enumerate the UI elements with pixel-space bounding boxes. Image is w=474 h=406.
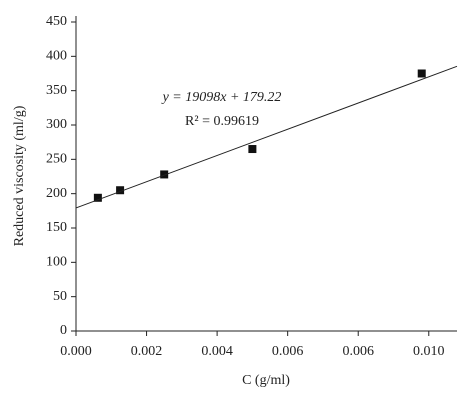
x-tick-label: 0.006 bbox=[272, 344, 304, 359]
x-axis-label: C (g/ml) bbox=[242, 373, 290, 388]
x-tick-label: 0.010 bbox=[413, 344, 445, 359]
y-tick-label: 450 bbox=[46, 14, 67, 29]
y-tick-label: 400 bbox=[46, 49, 67, 64]
y-tick-label: 0 bbox=[60, 323, 67, 338]
y-tick-label: 100 bbox=[46, 255, 67, 270]
data-point bbox=[116, 186, 125, 195]
equation: y = 19098x + 179.22 bbox=[161, 90, 282, 105]
y-tick-label: 350 bbox=[46, 83, 67, 98]
y-tick-label: 200 bbox=[46, 186, 67, 201]
y-tick-label: 300 bbox=[46, 117, 67, 132]
fit-line bbox=[75, 65, 458, 209]
y-axis-label: Reduced viscosity (ml/g) bbox=[12, 105, 27, 246]
data-point bbox=[160, 170, 169, 179]
r-squared: R² = 0.99619 bbox=[185, 114, 259, 129]
data-point bbox=[417, 69, 426, 78]
x-tick-label: 0.006 bbox=[342, 344, 374, 359]
y-tick-label: 250 bbox=[46, 152, 67, 167]
y-tick-label: 150 bbox=[46, 220, 67, 235]
x-tick-label: 0.004 bbox=[201, 344, 233, 359]
data-point bbox=[93, 193, 102, 202]
x-tick-label: 0.002 bbox=[131, 344, 163, 359]
x-tick-label: 0.000 bbox=[60, 344, 92, 359]
y-tick-label: 50 bbox=[53, 289, 67, 304]
data-point bbox=[248, 145, 257, 154]
